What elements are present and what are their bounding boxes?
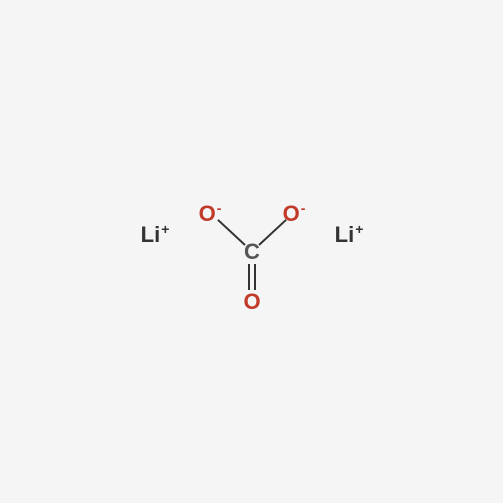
atom-label: O	[283, 201, 300, 226]
atom-label: Li	[141, 222, 161, 247]
atom-label: O	[243, 289, 260, 314]
atom-charge: +	[161, 221, 169, 237]
atom-charge: -	[301, 200, 306, 216]
atom-label: Li	[335, 222, 355, 247]
atom-O1: O-	[199, 201, 222, 225]
atom-O2: O-	[283, 201, 306, 225]
atom-label: C	[244, 239, 260, 264]
atom-O3: O	[243, 291, 260, 313]
atom-label: O	[199, 201, 216, 226]
atom-charge: -	[217, 200, 222, 216]
atom-C: C	[244, 241, 260, 263]
atom-Li1: Li+	[141, 222, 170, 246]
atom-Li2: Li+	[335, 222, 364, 246]
bond-C-O3	[248, 264, 250, 290]
atom-charge: +	[355, 221, 363, 237]
molecule-canvas: CO-O-OLi+Li+	[0, 0, 503, 503]
bond-C-O3	[254, 264, 256, 290]
